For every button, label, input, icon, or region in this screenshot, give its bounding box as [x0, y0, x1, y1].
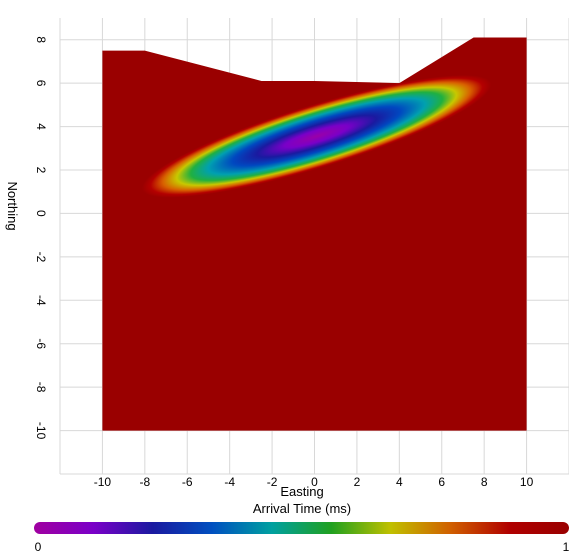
colorbar-min-label: 0 [35, 540, 42, 554]
y-axis-title: Northing [5, 181, 20, 230]
x-tick-label: -10 [94, 475, 112, 489]
x-axis-ticks: -10 -8 -6 -4 -2 0 2 4 6 8 10 [94, 475, 534, 489]
x-tick-label: 2 [354, 475, 361, 489]
x-tick-label: -6 [182, 475, 193, 489]
y-tick-label: 2 [34, 167, 48, 174]
x-tick-label: -4 [224, 475, 235, 489]
x-tick-label: 0 [311, 475, 318, 489]
x-tick-label: -8 [139, 475, 150, 489]
anomaly-ellipse [141, 75, 492, 198]
colorbar-title: Arrival Time (ms) [253, 501, 351, 516]
y-tick-label: -8 [34, 382, 48, 393]
y-tick-label: 4 [34, 123, 48, 130]
x-tick-label: -2 [267, 475, 278, 489]
y-tick-label: 8 [34, 36, 48, 43]
y-axis-ticks: 8 6 4 2 0 -2 -4 -6 -8 -10 [34, 36, 48, 439]
y-tick-label: -10 [34, 422, 48, 440]
y-tick-label: 6 [34, 80, 48, 87]
y-tick-label: 0 [34, 210, 48, 217]
x-axis-title: Easting [280, 484, 323, 499]
colorbar-max-label: 1 [563, 540, 569, 554]
x-tick-label: 6 [438, 475, 445, 489]
x-tick-label: 8 [481, 475, 488, 489]
y-tick-label: -6 [34, 338, 48, 349]
x-tick-label: 10 [520, 475, 534, 489]
y-tick-label: -4 [34, 295, 48, 306]
heatmap-field [102, 37, 527, 431]
y-tick-label: -2 [34, 252, 48, 263]
colorbar [34, 522, 569, 534]
heatmap-background-region [102, 37, 527, 431]
x-tick-label: 4 [396, 475, 403, 489]
